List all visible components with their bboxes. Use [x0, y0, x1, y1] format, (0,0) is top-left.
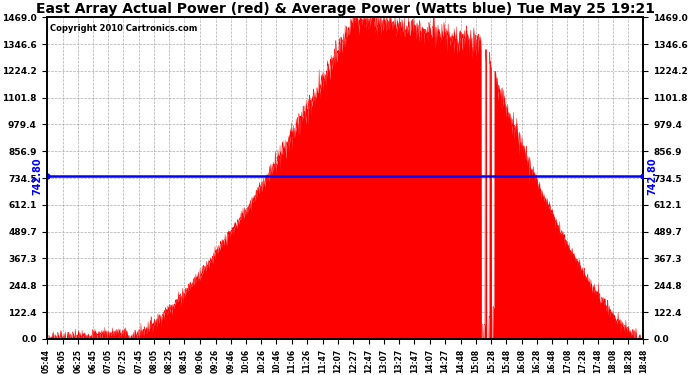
Title: East Array Actual Power (red) & Average Power (Watts blue) Tue May 25 19:21: East Array Actual Power (red) & Average …	[35, 2, 655, 16]
Text: 742.80: 742.80	[648, 158, 658, 195]
Text: 742.80: 742.80	[32, 158, 42, 195]
Text: Copyright 2010 Cartronics.com: Copyright 2010 Cartronics.com	[50, 24, 197, 33]
